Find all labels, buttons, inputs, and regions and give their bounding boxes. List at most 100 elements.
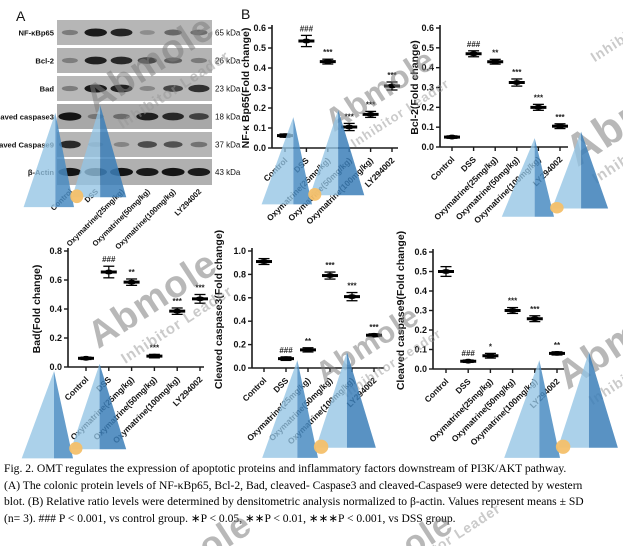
blot-band [113, 113, 130, 120]
y-tick-label: 0.3 [414, 306, 427, 316]
y-tick-label: 0.5 [421, 43, 434, 53]
blot-band [110, 84, 133, 93]
blot-band [139, 85, 156, 92]
y-tick-label: 0.5 [414, 267, 427, 277]
sig-marker: *** [173, 297, 183, 306]
y-tick-label: 0.2 [421, 102, 434, 112]
blot-strip [57, 48, 212, 73]
chart-5: 0.0 0.1 0.2 0.3 0.4 0.5 0.6 Cleaved caspase9(Fo… [395, 231, 565, 447]
x-tick-label: DSS [94, 374, 114, 394]
y-tick-label: 0.1 [421, 122, 434, 132]
blot-protein-label: Bad [40, 84, 55, 93]
blot-band [163, 85, 184, 92]
sig-marker: ** [128, 268, 135, 277]
blot-kda-label: 23 kDa [215, 85, 241, 94]
sig-marker: ### [300, 24, 314, 33]
data-point [149, 353, 159, 359]
data-point [323, 59, 333, 64]
data-point [301, 38, 311, 44]
x-tick-label: DSS [453, 376, 473, 396]
data-point [369, 332, 379, 338]
y-tick-label: 0.5 [253, 43, 266, 53]
blot-band [139, 30, 155, 35]
caption-line: blot. (B) Relative ratio levels were det… [4, 495, 584, 509]
sig-marker: *** [347, 282, 357, 291]
logo-triangle [588, 352, 618, 448]
y-tick-label: 0.3 [253, 83, 266, 93]
sig-marker: *** [530, 305, 540, 314]
sig-marker: *** [508, 297, 518, 306]
y-tick-label: 0.4 [253, 63, 266, 73]
y-tick-label: 0.8 [233, 269, 246, 279]
blot-kda-label: 65 kDa [215, 29, 241, 38]
data-point [485, 353, 495, 359]
blot-band [58, 112, 82, 121]
data-point [552, 351, 562, 356]
blot-band [137, 57, 157, 64]
data-point [347, 294, 357, 300]
sig-marker: ### [102, 255, 116, 264]
blot-band [84, 56, 107, 65]
y-tick-label: 0.2 [233, 340, 246, 350]
data-point [325, 273, 335, 278]
blot-band [84, 84, 107, 93]
y-tick-label: 0.6 [253, 23, 266, 33]
blot-band [163, 141, 183, 148]
blot-kda-label: 37 kDa [215, 141, 241, 150]
y-tick-label: 0.6 [421, 23, 434, 33]
data-point [490, 59, 500, 65]
sig-marker: *** [195, 284, 205, 293]
blot-band [190, 57, 208, 64]
blot-protein-label: NF-κBp65 [19, 28, 55, 37]
data-point [469, 51, 479, 57]
blot-protein-label: β-Actin [28, 168, 55, 177]
blot-lane-label: Control [49, 187, 74, 212]
x-tick-label: Control [240, 375, 268, 403]
blot-band [61, 29, 79, 36]
x-tick-label: Control [62, 374, 90, 402]
y-tick-label: 0.2 [49, 333, 62, 343]
data-point [441, 269, 451, 274]
blot-lane-label: LY294002 [173, 187, 204, 218]
sig-marker: *** [555, 113, 565, 122]
sig-marker: *** [323, 48, 333, 57]
caption-line: Fig. 2. OMT regulates the expression of … [4, 462, 567, 475]
sig-marker: *** [369, 323, 379, 332]
blot-kda-label: 26 kDa [215, 57, 241, 66]
data-point [127, 279, 137, 285]
blot-band [161, 167, 185, 177]
data-point [281, 356, 291, 362]
y-tick-label: 1.0 [233, 246, 246, 256]
blot-band [113, 141, 130, 148]
blot-protein-label: Bcl-2 [35, 56, 54, 65]
chart-3: 0.0 0.2 0.4 0.6 0.8 Bad(Fold change) Control DS… [31, 246, 208, 445]
sig-marker: *** [366, 100, 376, 109]
blot-band [136, 112, 159, 121]
data-point [530, 316, 540, 322]
figure-caption: Fig. 2. OMT regulates the expression of … [4, 461, 621, 527]
blot-band [190, 29, 208, 36]
data-point [533, 104, 543, 110]
sig-marker: *** [387, 71, 397, 80]
blot-band [110, 56, 133, 65]
y-tick-label: 0.1 [253, 123, 266, 133]
blot-band [110, 167, 133, 177]
sig-marker: ### [462, 349, 476, 358]
data-point [508, 308, 518, 313]
y-axis-title: Cleaved caspase9(Fold change) [395, 231, 407, 390]
data-point [259, 259, 269, 264]
chart-1: 0.0 0.1 0.2 0.3 0.4 0.5 0.6NF-κ Bp65(Fold chan… [240, 23, 400, 226]
y-tick-label: 0.0 [421, 142, 434, 152]
data-point [81, 355, 91, 361]
chart-4: 0.0 0.2 0.4 0.6 0.8 1.0 Cleaved caspase3(Fold … [213, 230, 384, 446]
blot-band [61, 85, 79, 92]
watermark-tagline-text: Inhibitor Leader [585, 328, 623, 408]
blot-band [188, 84, 210, 93]
sig-marker: ** [305, 337, 312, 346]
x-tick-label: Control [422, 376, 450, 404]
data-point [280, 133, 290, 139]
y-axis-title: Bcl-2(Fold change) [409, 40, 421, 135]
y-axis-title: Bad(Fold change) [31, 265, 43, 354]
data-point [195, 296, 205, 302]
y-tick-label: 0.0 [49, 362, 62, 372]
